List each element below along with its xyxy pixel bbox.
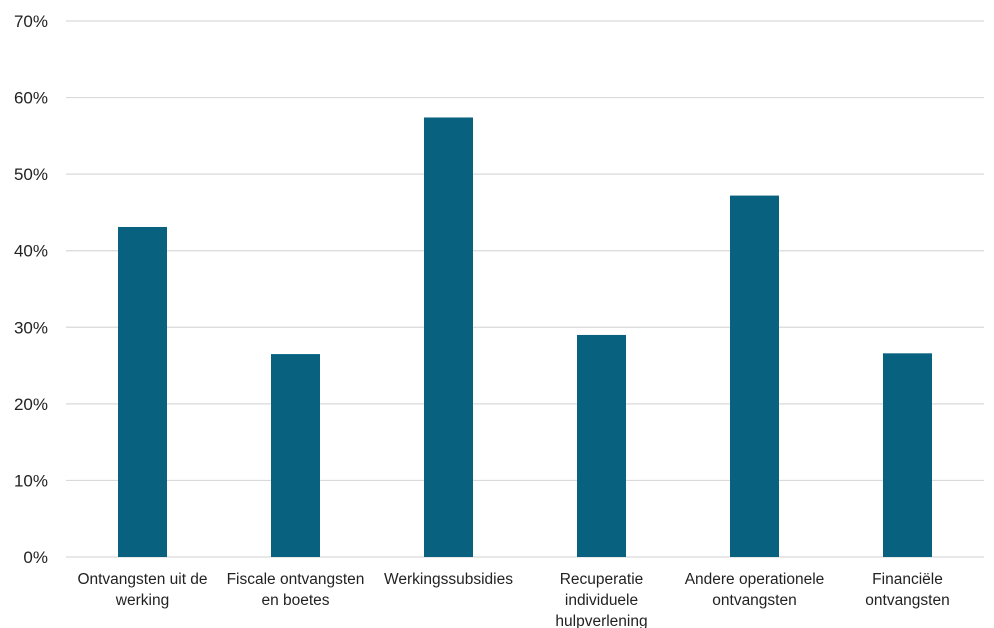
bar	[883, 353, 932, 557]
y-tick-label: 10%	[14, 471, 48, 490]
bar	[577, 334, 626, 557]
y-tick-label: 0%	[23, 548, 48, 567]
bar	[424, 117, 473, 557]
x-category-label-line: hulpverlening	[555, 613, 647, 628]
y-tick-label: 30%	[14, 318, 48, 337]
x-category-label-line: ontvangsten	[865, 592, 949, 609]
x-category-label: Ontvangsten uit de werking	[77, 571, 207, 609]
x-category-label-line: Andere operationele	[685, 571, 825, 588]
y-tick-label: 20%	[14, 395, 48, 414]
y-tick-label: 60%	[14, 89, 48, 108]
x-category-label-line: Financiële	[872, 571, 943, 588]
x-category-label-line: Ontvangsten uit de	[77, 571, 207, 588]
y-tick-label: 50%	[14, 165, 48, 184]
x-category-label: Fiscale ontvangsten en boetes	[227, 571, 365, 609]
x-category-label: Werkingssubsidies	[384, 571, 513, 588]
x-category-label-line: Werkingssubsidies	[384, 571, 513, 588]
gridlines	[66, 20, 984, 558]
bar	[271, 354, 320, 557]
x-category-label-line: individuele	[565, 592, 638, 609]
x-category-label: Andere operationele ontvangsten	[685, 571, 825, 609]
x-category-label-line: Recuperatie	[560, 571, 644, 588]
bar	[118, 226, 167, 557]
x-category-label-line: Fiscale ontvangsten	[227, 571, 365, 588]
x-category-label-line: werking	[115, 592, 169, 609]
bar	[730, 195, 779, 557]
y-axis-tick-labels: 0% 10% 20% 30% 40% 50% 60% 70%	[14, 12, 48, 567]
x-category-label-line: ontvangsten	[712, 592, 796, 609]
x-axis-category-labels: Ontvangsten uit de werking Fiscale ontvang…	[77, 571, 949, 628]
x-category-label: Recuperatie individuele hulpverlening	[555, 571, 647, 628]
bars	[118, 117, 932, 557]
y-tick-label: 70%	[14, 12, 48, 31]
x-category-label-line: en boetes	[261, 592, 329, 609]
y-tick-label: 40%	[14, 242, 48, 261]
x-category-label: Financiële ontvangsten	[865, 571, 949, 609]
